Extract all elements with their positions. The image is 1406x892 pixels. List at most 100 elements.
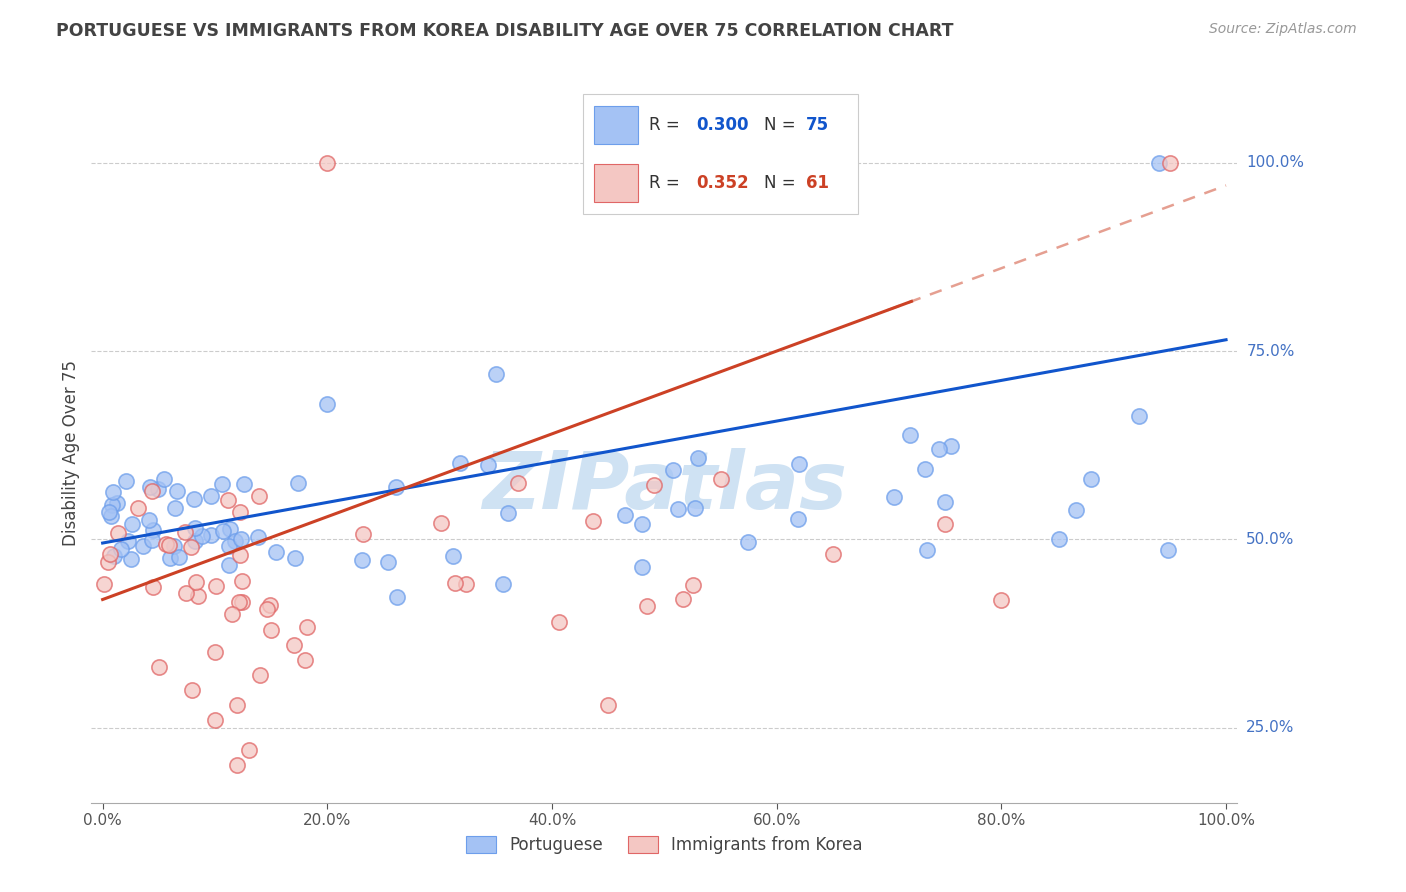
Point	[148, 660, 170, 674]
Point	[449, 456, 471, 470]
Point	[228, 595, 250, 609]
Point	[1128, 409, 1150, 423]
Point	[212, 524, 235, 539]
Point	[117, 533, 139, 548]
Point	[246, 531, 269, 545]
Point	[915, 543, 938, 558]
Point	[187, 589, 209, 603]
Text: 75: 75	[806, 116, 828, 134]
Point	[259, 598, 281, 612]
Point	[284, 551, 307, 566]
Point	[184, 521, 207, 535]
Point	[682, 578, 704, 592]
Text: 50.0%: 50.0%	[1246, 532, 1295, 547]
Point	[229, 548, 252, 562]
Point	[121, 516, 143, 531]
Point	[183, 534, 205, 549]
Point	[631, 560, 654, 574]
Point	[205, 579, 228, 593]
Point	[105, 496, 128, 510]
Point	[283, 638, 305, 652]
Point	[934, 517, 956, 532]
Point	[110, 542, 132, 557]
Point	[163, 540, 186, 554]
Point	[686, 451, 709, 466]
Point	[548, 615, 571, 630]
Point	[387, 591, 409, 605]
Point	[709, 472, 731, 486]
Point	[1047, 533, 1070, 547]
Point	[204, 713, 226, 727]
Point	[661, 463, 683, 477]
Point	[295, 620, 318, 634]
Point	[914, 462, 936, 476]
Point	[631, 517, 654, 532]
Point	[231, 595, 253, 609]
Point	[155, 537, 177, 551]
Point	[204, 645, 226, 659]
Point	[485, 367, 508, 381]
Point	[444, 575, 467, 590]
Point	[928, 442, 950, 456]
Legend: Portuguese, Immigrants from Korea: Portuguese, Immigrants from Korea	[460, 830, 869, 861]
Point	[613, 508, 636, 522]
Point	[184, 575, 207, 590]
Point	[934, 494, 956, 508]
Point	[821, 547, 844, 561]
Point	[316, 397, 339, 411]
Point	[939, 439, 962, 453]
FancyBboxPatch shape	[595, 106, 638, 145]
Point	[183, 491, 205, 506]
Point	[211, 476, 233, 491]
Point	[1157, 543, 1180, 558]
Text: 0.352: 0.352	[696, 174, 748, 192]
Text: PORTUGUESE VS IMMIGRANTS FROM KOREA DISABILITY AGE OVER 75 CORRELATION CHART: PORTUGUESE VS IMMIGRANTS FROM KOREA DISA…	[56, 22, 953, 40]
Point	[316, 156, 339, 170]
Point	[384, 480, 406, 494]
Point	[266, 545, 288, 559]
Point	[218, 558, 240, 572]
Point	[103, 484, 125, 499]
Point	[990, 592, 1012, 607]
Point	[737, 535, 759, 549]
Text: ZIPatlas: ZIPatlas	[482, 448, 846, 525]
Point	[1064, 503, 1087, 517]
Point	[103, 549, 125, 564]
Point	[100, 547, 122, 561]
Point	[221, 607, 243, 621]
Point	[174, 586, 197, 600]
Point	[496, 506, 519, 520]
Y-axis label: Disability Age Over 75: Disability Age Over 75	[62, 359, 80, 546]
Text: R =: R =	[650, 174, 685, 192]
Point	[598, 698, 620, 712]
Point	[141, 483, 163, 498]
Point	[132, 539, 155, 553]
Point	[100, 509, 122, 524]
Point	[787, 457, 810, 471]
FancyBboxPatch shape	[583, 94, 858, 214]
Point	[200, 489, 222, 503]
Point	[101, 498, 124, 512]
Point	[165, 500, 187, 515]
Text: N =: N =	[765, 116, 801, 134]
Point	[115, 474, 138, 488]
Point	[377, 555, 399, 569]
Point	[93, 577, 115, 591]
Point	[477, 458, 499, 473]
Text: 100.0%: 100.0%	[1246, 155, 1305, 170]
Point	[787, 512, 810, 526]
Text: 75.0%: 75.0%	[1246, 343, 1295, 359]
Point	[231, 574, 253, 588]
Point	[181, 682, 204, 697]
Point	[127, 500, 149, 515]
Point	[232, 477, 254, 491]
Point	[218, 522, 240, 536]
Point	[260, 623, 283, 637]
Point	[141, 533, 163, 547]
FancyBboxPatch shape	[595, 163, 638, 202]
Point	[200, 527, 222, 541]
Point	[146, 482, 169, 496]
Point	[228, 505, 250, 519]
Point	[231, 533, 253, 547]
Point	[166, 483, 188, 498]
